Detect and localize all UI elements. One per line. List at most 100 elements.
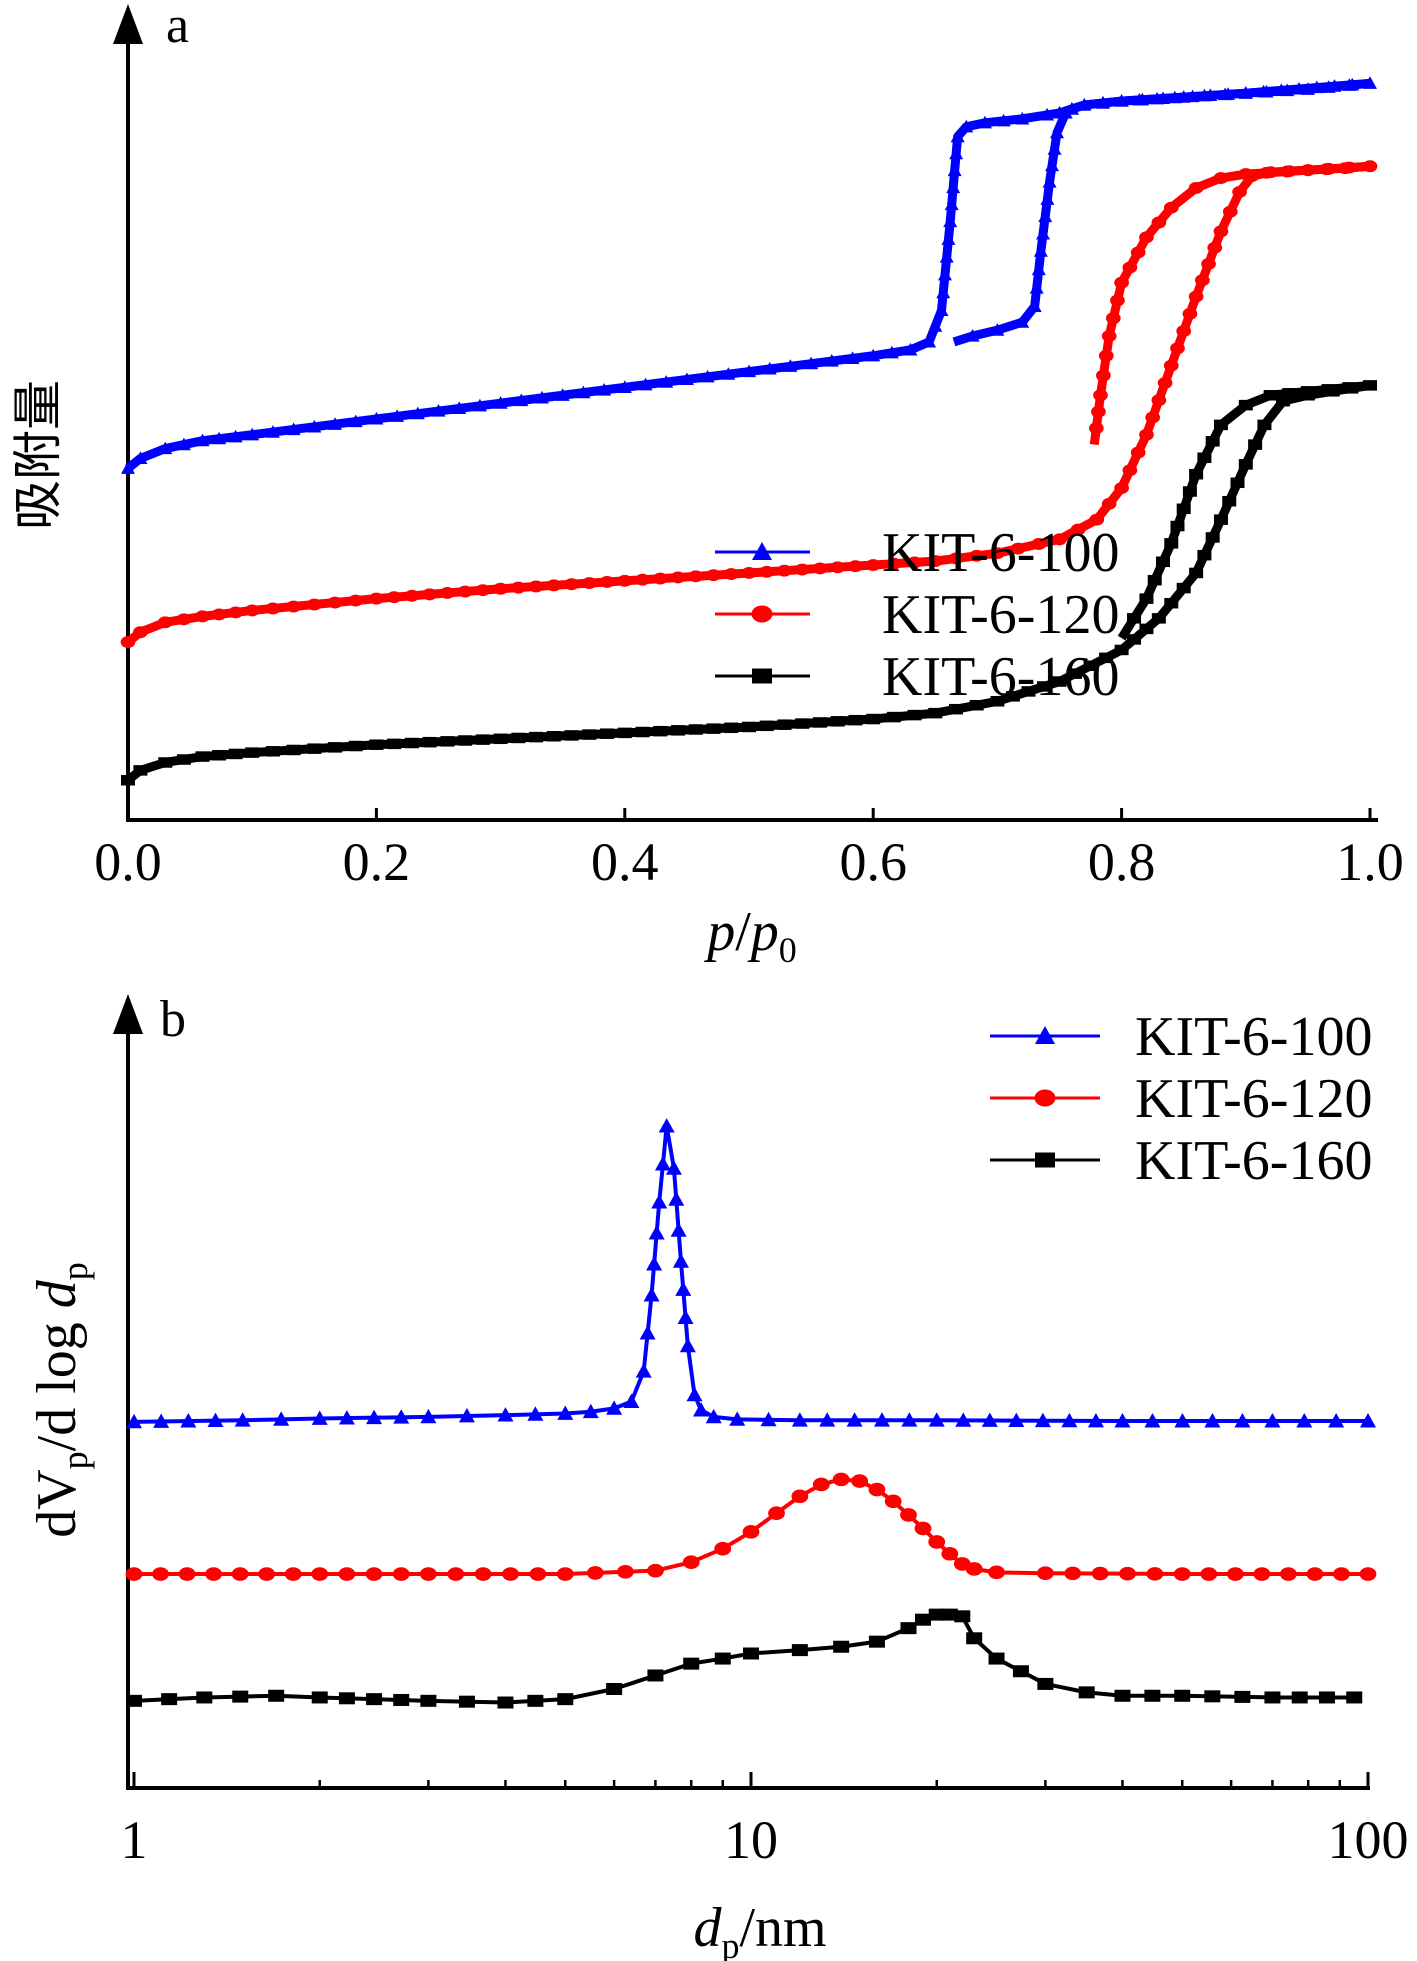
point-b-kit-6-160: [527, 1694, 544, 1707]
point-a-kit-6-100: [212, 431, 227, 445]
point-b-kit-6-120: [1091, 1566, 1109, 1581]
xlabel-a-part-4: 0: [779, 930, 797, 970]
point-a-kit-6-100: [348, 414, 363, 428]
point-a-kit-6-120: [176, 613, 192, 626]
point-b-kit-6-100: [180, 1413, 197, 1428]
point-a-kit-6-100: [1050, 125, 1065, 139]
point-a-kit-6-120: [1362, 160, 1378, 173]
point-b-kit-6-100: [1114, 1413, 1131, 1428]
point-a-kit-6-100: [1114, 94, 1129, 107]
point-b-kit-6-160: [268, 1689, 285, 1702]
point-a-kit-6-120: [948, 552, 964, 565]
point-a-kit-6-120: [581, 577, 597, 590]
point-b-kit-6-120: [474, 1567, 492, 1581]
point-a-kit-6-160: [511, 732, 526, 744]
point-a-kit-6-160: [688, 724, 703, 735]
point-a-kit-6-100: [1047, 142, 1062, 155]
point-a-kit-6-160: [133, 765, 148, 776]
point-b-kit-6-120: [556, 1567, 574, 1581]
panel-b-pore-size: b 1 10 100 dVp/d log dp dp/nm KIT-6-100KIT…: [26, 991, 1409, 1961]
point-b-kit-6-100: [420, 1408, 437, 1424]
panel-b-series: [125, 1118, 1377, 1709]
point-a-kit-6-100: [1045, 158, 1060, 172]
point-a-kit-6-100: [659, 375, 674, 388]
point-b-kit-6-160: [988, 1652, 1005, 1665]
point-a-kit-6-160: [1147, 574, 1162, 586]
point-b-kit-6-120: [1279, 1567, 1297, 1581]
point-a-kit-6-120: [1089, 513, 1105, 526]
point-b-kit-6-160: [1291, 1691, 1308, 1704]
point-a-kit-6-100: [1095, 96, 1110, 109]
point-b-kit-6-100: [207, 1412, 224, 1428]
point-a-kit-6-100: [1185, 89, 1200, 103]
point-b-kit-6-100: [658, 1118, 675, 1133]
point-a-kit-6-160: [1197, 549, 1212, 561]
point-a-kit-6-100: [866, 348, 881, 362]
point-a-kit-6-160: [440, 736, 455, 747]
point-a-kit-6-160: [348, 740, 363, 752]
point-b-kit-6-100: [686, 1386, 703, 1402]
point-b-kit-6-160: [868, 1635, 885, 1648]
point-a-kit-6-100: [946, 180, 961, 194]
point-b-kit-6-100: [928, 1412, 945, 1427]
point-b-kit-6-100: [677, 1309, 694, 1325]
point-a-kit-6-100: [1150, 91, 1165, 105]
x-tick-label-b-1: 10: [724, 1810, 778, 1870]
point-a-kit-6-160: [1083, 660, 1098, 671]
point-a-kit-6-120: [1114, 482, 1129, 495]
point-a-kit-6-160: [1176, 582, 1191, 594]
xlabel-a-part-1: p: [703, 901, 735, 963]
point-b-kit-6-120: [1333, 1567, 1350, 1581]
point-a-kit-6-160: [195, 751, 210, 762]
point-a-kit-6-100: [1040, 192, 1055, 205]
point-a-kit-6-100: [1238, 86, 1253, 99]
point-b-kit-6-100: [234, 1412, 251, 1427]
point-a-kit-6-160: [121, 775, 135, 786]
point-b-kit-6-100: [651, 1194, 668, 1209]
point-b-kit-6-100: [791, 1412, 808, 1427]
legend-b-label-kit-6-160: KIT-6-160: [1135, 1130, 1372, 1192]
point-b-kit-6-120: [258, 1567, 276, 1581]
x-tick-label-a-1: 0.2: [343, 832, 411, 892]
point-a-kit-6-120: [1170, 342, 1185, 355]
point-a-kit-6-120: [1194, 274, 1210, 287]
panel-a-x-ticks: 0.0 0.2 0.4 0.6 0.8 1.0: [94, 808, 1404, 892]
point-a-kit-6-100: [1274, 83, 1289, 96]
point-a-kit-6-160: [458, 735, 473, 746]
ylabel-b-part-3: /d log: [26, 1308, 88, 1451]
x-tick-label-b-2: 100: [1328, 1810, 1409, 1870]
legend-a-label-kit-6-100: KIT-6-100: [882, 522, 1119, 584]
point-a-kit-6-100: [884, 345, 899, 359]
point-a-kit-6-120: [1151, 394, 1167, 407]
point-b-kit-6-120: [714, 1541, 732, 1556]
point-a-kit-6-160: [1170, 520, 1185, 532]
point-b-kit-6-100: [366, 1409, 383, 1425]
panel-a-series: [120, 76, 1378, 786]
point-b-kit-6-100: [1296, 1413, 1313, 1428]
point-a-kit-6-100: [597, 382, 612, 396]
point-a-kit-6-120: [133, 626, 148, 639]
point-a-kit-6-160: [582, 729, 597, 740]
point-b-kit-6-100: [338, 1410, 355, 1425]
point-a-kit-6-100: [943, 214, 958, 228]
point-a-kit-6-120: [528, 580, 544, 593]
point-a-kit-6-120: [599, 576, 615, 588]
point-a-kit-6-100: [949, 146, 964, 160]
point-a-kit-6-160: [328, 742, 342, 753]
ylabel-b-part-1: dV: [26, 1469, 88, 1537]
point-a-kit-6-100: [158, 441, 173, 455]
point-b-kit-6-100: [901, 1412, 918, 1427]
xlabel-b-part-3: /nm: [739, 1897, 826, 1959]
point-b-kit-6-120: [928, 1535, 946, 1549]
point-a-kit-6-100: [133, 451, 148, 465]
point-a-kit-6-120: [990, 547, 1005, 560]
point-b-kit-6-120: [447, 1567, 465, 1581]
point-b-kit-6-100: [675, 1281, 692, 1296]
point-a-kit-6-100: [928, 319, 943, 332]
series-a-kit-6-100-adsorption: [125, 78, 1371, 472]
point-a-kit-6-120: [723, 568, 739, 581]
point-a-kit-6-120: [1105, 312, 1121, 325]
point-a-kit-6-120: [1145, 411, 1160, 424]
